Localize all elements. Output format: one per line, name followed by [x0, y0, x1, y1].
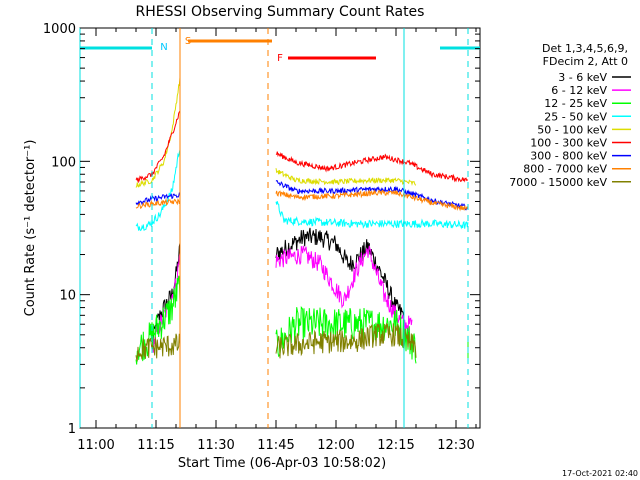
y-tick-label-2: 10 [59, 289, 76, 304]
x-tick-label-3: 11:30 [197, 438, 234, 453]
axes-layer: 11:00 11:15 11:30 11:45 12:00 12:15 12:30 1 10 10… [43, 22, 480, 453]
legend-header-2: FDecim 2, Att 0 [543, 55, 628, 68]
series-3-segment-2 [135, 275, 181, 365]
y-tick-label-3: 100 [51, 155, 76, 170]
flag-label-f: F [277, 53, 283, 64]
series-7-segment-2 [135, 192, 181, 206]
series-4-segment-3 [275, 201, 469, 230]
y-tick-label-4: 1000 [43, 22, 76, 37]
series-5-segment-3 [275, 168, 417, 187]
x-tick-label-5: 12:00 [317, 438, 354, 453]
series-6-segment-2 [135, 110, 181, 184]
y-axis-label: Count Rate (s⁻¹ detector⁻¹) [23, 140, 38, 317]
legend-label-6: 100 - 300 keV [530, 137, 607, 150]
legend-label-1: 3 - 6 keV [558, 71, 607, 84]
y-tick-label-1: 1 [68, 422, 76, 437]
series-1-segment-2 [275, 227, 405, 324]
legend: Det 1,3,4,5,6,9,FDecim 2, Att 0 3 - 6 keV… [509, 42, 631, 189]
data-layer [79, 77, 469, 365]
series-6-segment-3 [275, 151, 469, 183]
series-9-segment-3 [275, 322, 417, 359]
legend-label-9: 7000 - 15000 keV [509, 176, 607, 189]
x-tick-label-1: 11:00 [77, 438, 114, 453]
legend-label-3: 12 - 25 keV [544, 97, 607, 110]
legend-label-8: 800 - 7000 keV [523, 163, 607, 176]
series-4-segment-2 [135, 149, 181, 232]
series-9-segment-2 [135, 333, 181, 362]
x-tick-label-4: 11:45 [257, 438, 294, 453]
x-tick-label-2: 11:15 [137, 438, 174, 453]
series-8-segment-2 [135, 197, 181, 210]
x-tick-label-6: 12:15 [377, 438, 414, 453]
series-2-segment-2 [275, 245, 413, 334]
legend-header-1: Det 1,3,4,5,6,9, [542, 42, 628, 55]
marker-layer: NSF [79, 28, 480, 428]
series-8-segment-3 [275, 188, 469, 212]
legend-label-5: 50 - 100 keV [537, 123, 607, 136]
chart-title: RHESSI Observing Summary Count Rates [136, 4, 425, 20]
flag-label-n: N [160, 42, 167, 53]
legend-label-4: 25 - 50 keV [544, 110, 607, 123]
series-7-segment-3 [275, 180, 469, 211]
legend-label-2: 6 - 12 keV [551, 84, 607, 97]
x-axis-label: Start Time (06-Apr-03 10:58:02) [178, 456, 386, 471]
x-tick-label-7: 12:30 [437, 438, 474, 453]
series-5-segment-2 [135, 77, 181, 188]
plot-timestamp: 17-Oct-2021 02:40 [562, 469, 638, 478]
legend-label-7: 300 - 800 keV [530, 150, 607, 163]
